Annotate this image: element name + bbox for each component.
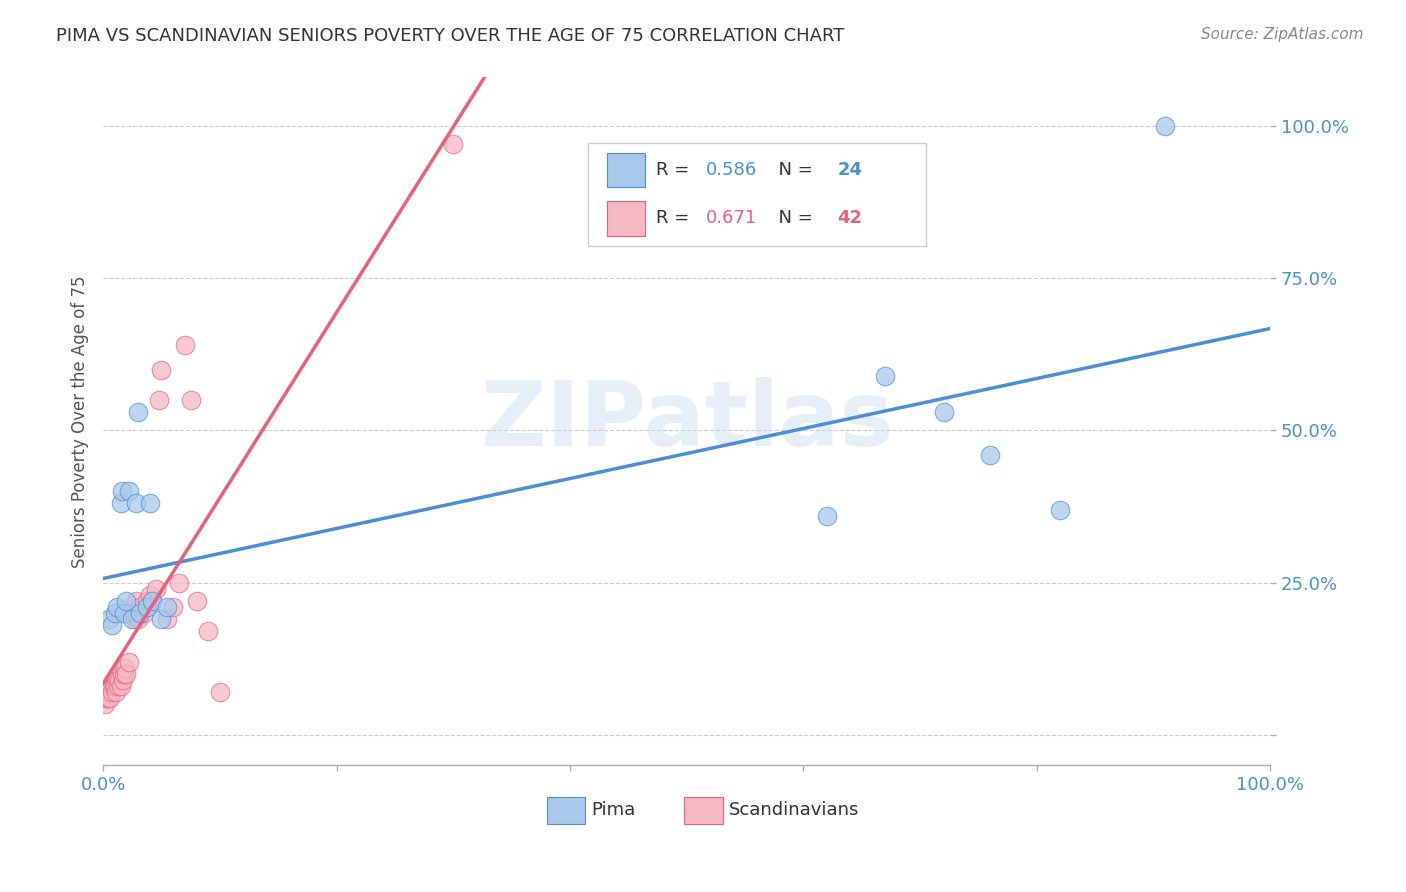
Point — [979, 448, 1001, 462]
Point — [101, 685, 124, 699]
Point — [115, 594, 138, 608]
Point — [1049, 502, 1071, 516]
Point — [139, 588, 162, 602]
Point — [118, 484, 141, 499]
Text: R =: R = — [657, 210, 696, 227]
FancyBboxPatch shape — [607, 202, 645, 235]
Point — [100, 679, 122, 693]
Point — [139, 496, 162, 510]
Point — [141, 594, 163, 608]
Text: N =: N = — [768, 210, 818, 227]
Point — [108, 673, 131, 687]
Point — [162, 599, 184, 614]
Text: Source: ZipAtlas.com: Source: ZipAtlas.com — [1201, 27, 1364, 42]
Point — [1154, 119, 1177, 133]
Point — [150, 612, 173, 626]
Point — [875, 368, 897, 383]
Point — [104, 606, 127, 620]
Point — [180, 392, 202, 407]
Text: R =: R = — [657, 161, 696, 179]
Point — [118, 655, 141, 669]
Point — [112, 666, 135, 681]
FancyBboxPatch shape — [685, 797, 723, 823]
Point — [115, 666, 138, 681]
Text: N =: N = — [768, 161, 818, 179]
Text: Pima: Pima — [591, 802, 636, 820]
Point — [208, 685, 231, 699]
Point — [121, 612, 143, 626]
Point — [127, 405, 149, 419]
Point — [136, 594, 159, 608]
Text: 0.671: 0.671 — [706, 210, 756, 227]
Text: 24: 24 — [838, 161, 862, 179]
Point — [110, 679, 132, 693]
Point — [111, 673, 134, 687]
Point — [815, 508, 838, 523]
Point — [127, 612, 149, 626]
Point — [145, 582, 167, 596]
Text: 42: 42 — [838, 210, 862, 227]
Point — [141, 594, 163, 608]
Point — [104, 679, 127, 693]
Point — [114, 661, 136, 675]
Point — [110, 496, 132, 510]
Point — [107, 679, 129, 693]
FancyBboxPatch shape — [607, 153, 645, 187]
Point — [129, 606, 152, 620]
Point — [105, 673, 128, 687]
Text: Scandinavians: Scandinavians — [728, 802, 859, 820]
Point — [132, 606, 155, 620]
Point — [104, 685, 127, 699]
Point — [121, 606, 143, 620]
Point — [156, 612, 179, 626]
Point — [98, 691, 121, 706]
Point — [105, 599, 128, 614]
Point — [932, 405, 955, 419]
Point — [150, 362, 173, 376]
Point — [112, 606, 135, 620]
Point — [111, 666, 134, 681]
Point — [156, 599, 179, 614]
Point — [197, 624, 219, 639]
Point — [118, 606, 141, 620]
Point — [148, 392, 170, 407]
Point — [125, 594, 148, 608]
Text: PIMA VS SCANDINAVIAN SENIORS POVERTY OVER THE AGE OF 75 CORRELATION CHART: PIMA VS SCANDINAVIAN SENIORS POVERTY OVE… — [56, 27, 845, 45]
FancyBboxPatch shape — [588, 143, 927, 246]
Point — [98, 685, 121, 699]
Point — [125, 496, 148, 510]
Point — [173, 338, 195, 352]
Point — [186, 594, 208, 608]
Point — [94, 698, 117, 712]
Point — [97, 691, 120, 706]
Point — [103, 679, 125, 693]
Point — [96, 691, 118, 706]
Point — [129, 599, 152, 614]
Point — [101, 618, 124, 632]
Point — [136, 599, 159, 614]
Text: 0.586: 0.586 — [706, 161, 756, 179]
Point — [111, 484, 134, 499]
FancyBboxPatch shape — [547, 797, 585, 823]
Text: ZIPatlas: ZIPatlas — [481, 377, 893, 466]
Point — [124, 612, 146, 626]
Point — [167, 575, 190, 590]
Point — [98, 612, 121, 626]
Point — [441, 137, 464, 152]
Y-axis label: Seniors Poverty Over the Age of 75: Seniors Poverty Over the Age of 75 — [72, 275, 89, 567]
